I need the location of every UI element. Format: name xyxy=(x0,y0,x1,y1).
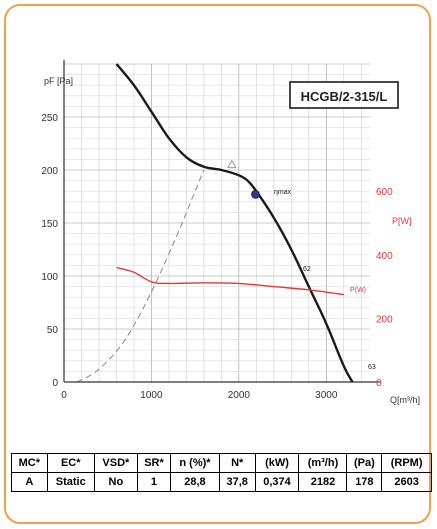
y2-tick-label: 200 xyxy=(376,314,393,325)
y-axis-label: pF [Pa] xyxy=(44,76,73,86)
grid xyxy=(63,63,370,383)
y2-axis-label: P[W] xyxy=(392,216,412,226)
spec-value-cell: 178 xyxy=(346,472,383,492)
axes: 0 1000 2000 3000 0 50 100 150 200 250 0 200 400 600 xyxy=(41,60,393,401)
spec-header-cell: N* xyxy=(218,453,256,473)
y-tick-label: 150 xyxy=(41,219,58,230)
y-tick-label: 50 xyxy=(47,325,59,336)
series-line-1 xyxy=(116,266,344,296)
title-box xyxy=(289,81,399,109)
chart-title: HCGB/2-315/L xyxy=(301,89,388,104)
spec-value-cell: 28,8 xyxy=(170,472,220,492)
spec-value-row: A Static No 1 28,8 37,8 0,374 2182 178 2603 xyxy=(11,472,432,492)
spec-value-cell: No xyxy=(93,472,138,492)
eta-max-label: ηmax xyxy=(274,189,292,196)
y-tick-label: 200 xyxy=(41,166,58,177)
y-tick-label: 250 xyxy=(41,113,58,124)
spec-value-cell: 1 xyxy=(136,472,172,492)
spec-header-cell: (RPM) xyxy=(381,453,432,473)
spec-header-cell: SR* xyxy=(136,453,172,473)
y2-tick-label: 0 xyxy=(376,378,382,389)
x-tick-label: 1000 xyxy=(140,390,163,401)
spec-value-cell: 2603 xyxy=(381,472,432,492)
spec-header-cell: (kW) xyxy=(254,453,300,473)
spec-table: MC* EC* VSD* SR* n (%)* N* (kW) (m³/h) (Pa) (RPM)… xyxy=(11,453,432,492)
y2-tick-label: 600 xyxy=(376,187,393,198)
spec-header-cell: VSD* xyxy=(93,453,138,473)
spec-header-cell: EC* xyxy=(46,453,95,473)
x-tick-label: 2000 xyxy=(228,390,251,401)
y-tick-label: 100 xyxy=(41,272,58,283)
spec-value-cell: 0,374 xyxy=(254,472,300,492)
spec-value-cell: Static xyxy=(46,472,95,492)
curves xyxy=(76,63,354,383)
x-axis-label: Q[m³/h] xyxy=(390,395,420,405)
fan-curve-chart: 0 1000 2000 3000 0 50 100 150 200 250 0 200 400 600 H… xyxy=(26,54,422,420)
spec-value-cell: 37,8 xyxy=(218,472,256,492)
spec-header-row: MC* EC* VSD* SR* n (%)* N* (kW) (m³/h) (Pa) (RPM) xyxy=(11,453,432,473)
y2-tick-label: 400 xyxy=(376,251,393,262)
x-tick-label: 3000 xyxy=(315,390,338,401)
series-line-0 xyxy=(115,63,354,383)
power-curve-label: P(W) xyxy=(350,287,366,294)
spec-header-cell: n (%)* xyxy=(170,453,220,473)
x-tick-label: 0 xyxy=(61,390,67,401)
spec-header-cell: (m³/h) xyxy=(298,453,348,473)
curve-label-63: 63 xyxy=(368,364,376,371)
series-line-2 xyxy=(76,169,205,383)
spec-value-cell: A xyxy=(11,472,48,492)
chart-svg: 0 1000 2000 3000 0 50 100 150 200 250 0 200 400 600 H… xyxy=(41,60,420,405)
spec-header-cell: (Pa) xyxy=(346,453,383,473)
chart-card: 0 1000 2000 3000 0 50 100 150 200 250 0 200 400 600 H… xyxy=(4,4,432,524)
y-tick-label: 0 xyxy=(52,378,58,389)
efficiency-marker xyxy=(227,159,237,169)
operating-point-marker xyxy=(251,189,260,199)
spec-header-cell: MC* xyxy=(11,453,48,473)
curve-label-62: 62 xyxy=(303,266,311,273)
spec-value-cell: 2182 xyxy=(298,472,348,492)
